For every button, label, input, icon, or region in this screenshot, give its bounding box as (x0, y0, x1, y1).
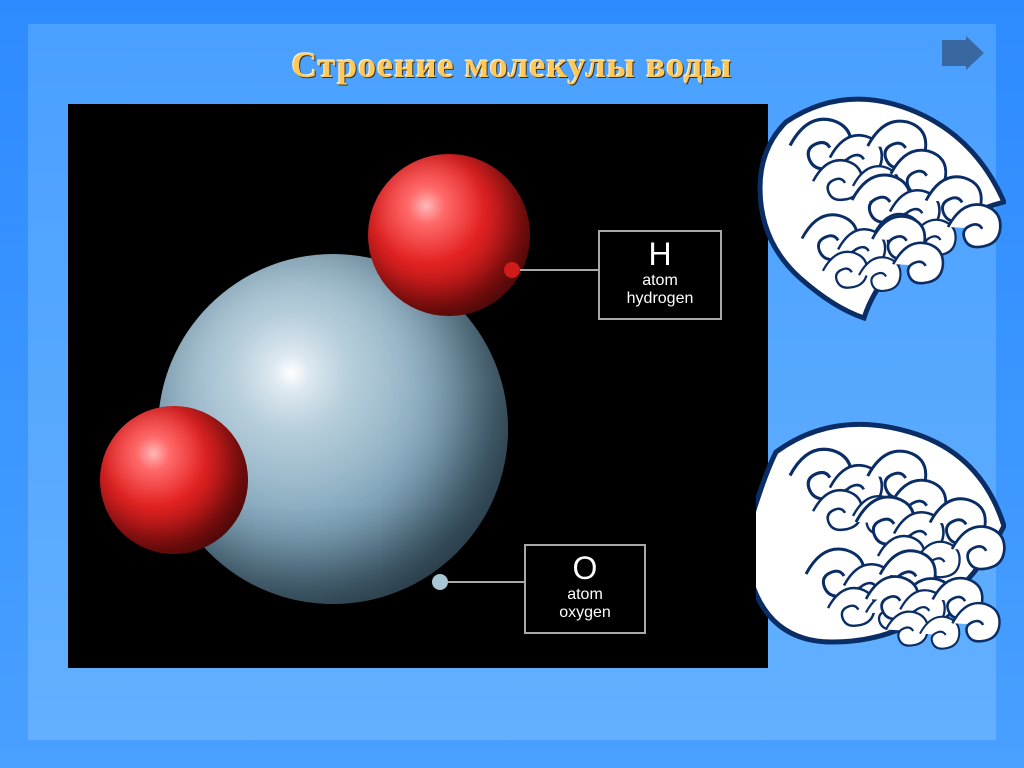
oxygen-symbol: O (540, 552, 630, 586)
oxygen-label-box: O atom oxygen (524, 544, 646, 634)
slide-frame: Строение молекулы воды H atom hydrogen O… (28, 24, 996, 740)
hydrogen-word-atom: atom (614, 272, 706, 290)
hydrogen-symbol: H (614, 238, 706, 272)
molecule-diagram: H atom hydrogen O atom oxygen (68, 104, 768, 668)
slide-title: Строение молекулы воды (48, 44, 976, 86)
callout-dot-hydrogen (504, 262, 520, 278)
wave-decoration-icon (756, 92, 1006, 702)
callout-dot-oxygen (432, 574, 448, 590)
hydrogen-word-name: hydrogen (614, 290, 706, 308)
next-arrow-icon[interactable] (940, 36, 984, 70)
oxygen-word-name: oxygen (540, 604, 630, 622)
hydrogen-label-box: H atom hydrogen (598, 230, 722, 320)
callout-leader-oxygen (448, 581, 526, 583)
oxygen-word-atom: atom (540, 586, 630, 604)
callout-leader-hydrogen (520, 269, 600, 271)
hydrogen-atom-sphere (368, 154, 530, 316)
hydrogen-atom-sphere (100, 406, 248, 554)
slide-content: H atom hydrogen O atom oxygen (48, 104, 976, 694)
